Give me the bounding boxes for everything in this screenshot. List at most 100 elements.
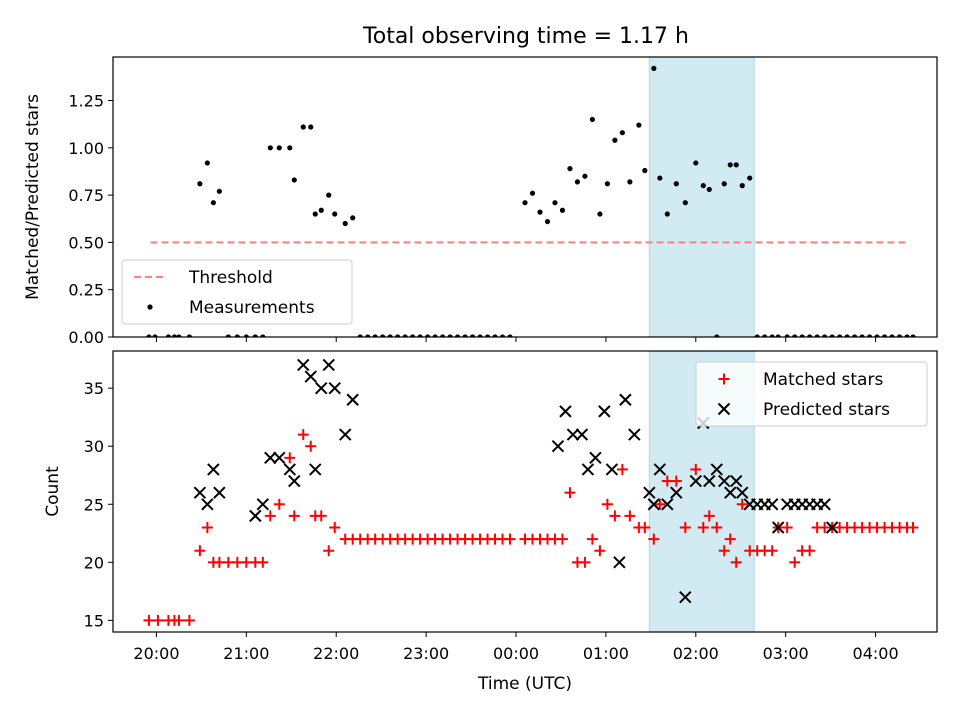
y-tick-label: 30 <box>84 437 104 456</box>
measurement-point <box>395 334 401 337</box>
x-b <box>679 590 692 604</box>
y-tick-label: 1.00 <box>68 139 104 158</box>
y-axis-label: Count <box>43 466 63 517</box>
x-b <box>201 498 214 511</box>
x-b <box>322 358 335 372</box>
x-tick-label: 20:00 <box>133 644 179 663</box>
measurement-point <box>799 334 805 337</box>
y-axis-label: Matched/Predicted stars <box>23 94 43 300</box>
measurement-point <box>447 334 453 337</box>
x-b <box>207 463 220 476</box>
x-b <box>653 463 667 476</box>
x-b <box>249 509 262 523</box>
measurement-point <box>440 334 446 337</box>
x-b <box>273 451 286 465</box>
predicted-star-point <box>309 463 322 476</box>
x-b <box>718 474 731 488</box>
matched-star-point <box>579 556 591 568</box>
measurement-point <box>866 334 873 337</box>
legend-box <box>121 259 353 325</box>
legend-entry: Predicted stars <box>763 400 890 420</box>
x-b <box>717 402 731 416</box>
matched-star-point <box>586 533 598 545</box>
x-b <box>613 556 626 569</box>
y-tick-label: 35 <box>84 379 104 398</box>
x-b <box>288 474 301 488</box>
measurement-point <box>874 334 880 337</box>
predicted-star-point <box>589 451 602 465</box>
measurement-point <box>904 334 910 337</box>
measurement-point <box>651 65 657 71</box>
measurement-point <box>582 173 588 179</box>
x-b <box>575 428 589 441</box>
measurement-point <box>300 124 306 130</box>
measurement-point <box>477 334 483 337</box>
matched-star-point <box>183 614 195 626</box>
matched-star-point <box>804 545 816 557</box>
x-b <box>689 474 702 488</box>
legend-measurement-swatch <box>147 304 153 310</box>
measurement-point <box>308 124 314 130</box>
x-b <box>619 393 632 406</box>
matched-star-point <box>730 556 742 568</box>
legend: Matched stars Predicted stars <box>695 361 928 427</box>
x-b <box>661 498 674 511</box>
measurement-point <box>807 334 813 337</box>
measurement-point <box>693 160 699 166</box>
x-tick-label: 01:00 <box>583 644 629 663</box>
x-b <box>643 486 656 499</box>
matched-star-point <box>697 521 709 533</box>
measurement-point <box>332 211 338 217</box>
measurement-point <box>597 211 603 217</box>
matched-star-point <box>718 545 730 557</box>
measurement-point <box>739 183 745 189</box>
matched-star-point <box>690 463 702 475</box>
measurement-point <box>881 334 888 337</box>
predicted-star-point <box>825 521 839 534</box>
measurement-point <box>627 179 633 185</box>
predicted-star-point <box>643 486 656 499</box>
measurement-point <box>291 177 297 183</box>
measurement-point <box>454 334 461 337</box>
measurement-point <box>529 190 536 196</box>
x-tick-label: 23:00 <box>403 644 449 663</box>
matched-star-point <box>766 545 778 557</box>
measurement-point <box>522 200 528 206</box>
x-tick-label: 22:00 <box>313 644 359 663</box>
measurement-point <box>552 200 558 206</box>
y-tick-label: 20 <box>84 553 104 572</box>
legend: Threshold Measurements <box>121 259 353 325</box>
measurement-point <box>507 334 513 337</box>
x-b <box>628 428 641 441</box>
x-b <box>304 370 317 383</box>
x-b <box>765 498 779 511</box>
predicted-star-point <box>207 463 220 476</box>
predicted-star-point <box>322 358 335 372</box>
measurement-point <box>326 192 332 198</box>
measurement-point <box>432 334 438 337</box>
x-b <box>346 393 359 406</box>
x-tick-label: 03:00 <box>763 644 809 663</box>
legend-entry: Measurements <box>189 298 315 318</box>
matched-star-point <box>601 498 613 510</box>
predicted-star-point <box>619 393 632 406</box>
measurement-point <box>152 334 158 337</box>
matched-star-point <box>556 533 568 545</box>
predicted-star-point <box>628 428 641 441</box>
matched-star-point <box>152 614 164 626</box>
predicted-star-point <box>724 486 737 499</box>
measurement-point <box>234 334 240 337</box>
matched-star-point <box>257 556 269 568</box>
x-b <box>605 463 619 476</box>
measurement-point <box>814 334 820 337</box>
measurement-point <box>567 166 573 172</box>
series-matched-stars <box>143 429 919 626</box>
measurement-point <box>380 334 386 337</box>
matched-star-point <box>305 440 317 452</box>
matched-star-point <box>284 452 296 464</box>
x-b <box>283 463 296 476</box>
measurement-point <box>844 334 850 337</box>
measurement-point <box>682 200 688 206</box>
y-tick-label: 15 <box>84 611 104 630</box>
